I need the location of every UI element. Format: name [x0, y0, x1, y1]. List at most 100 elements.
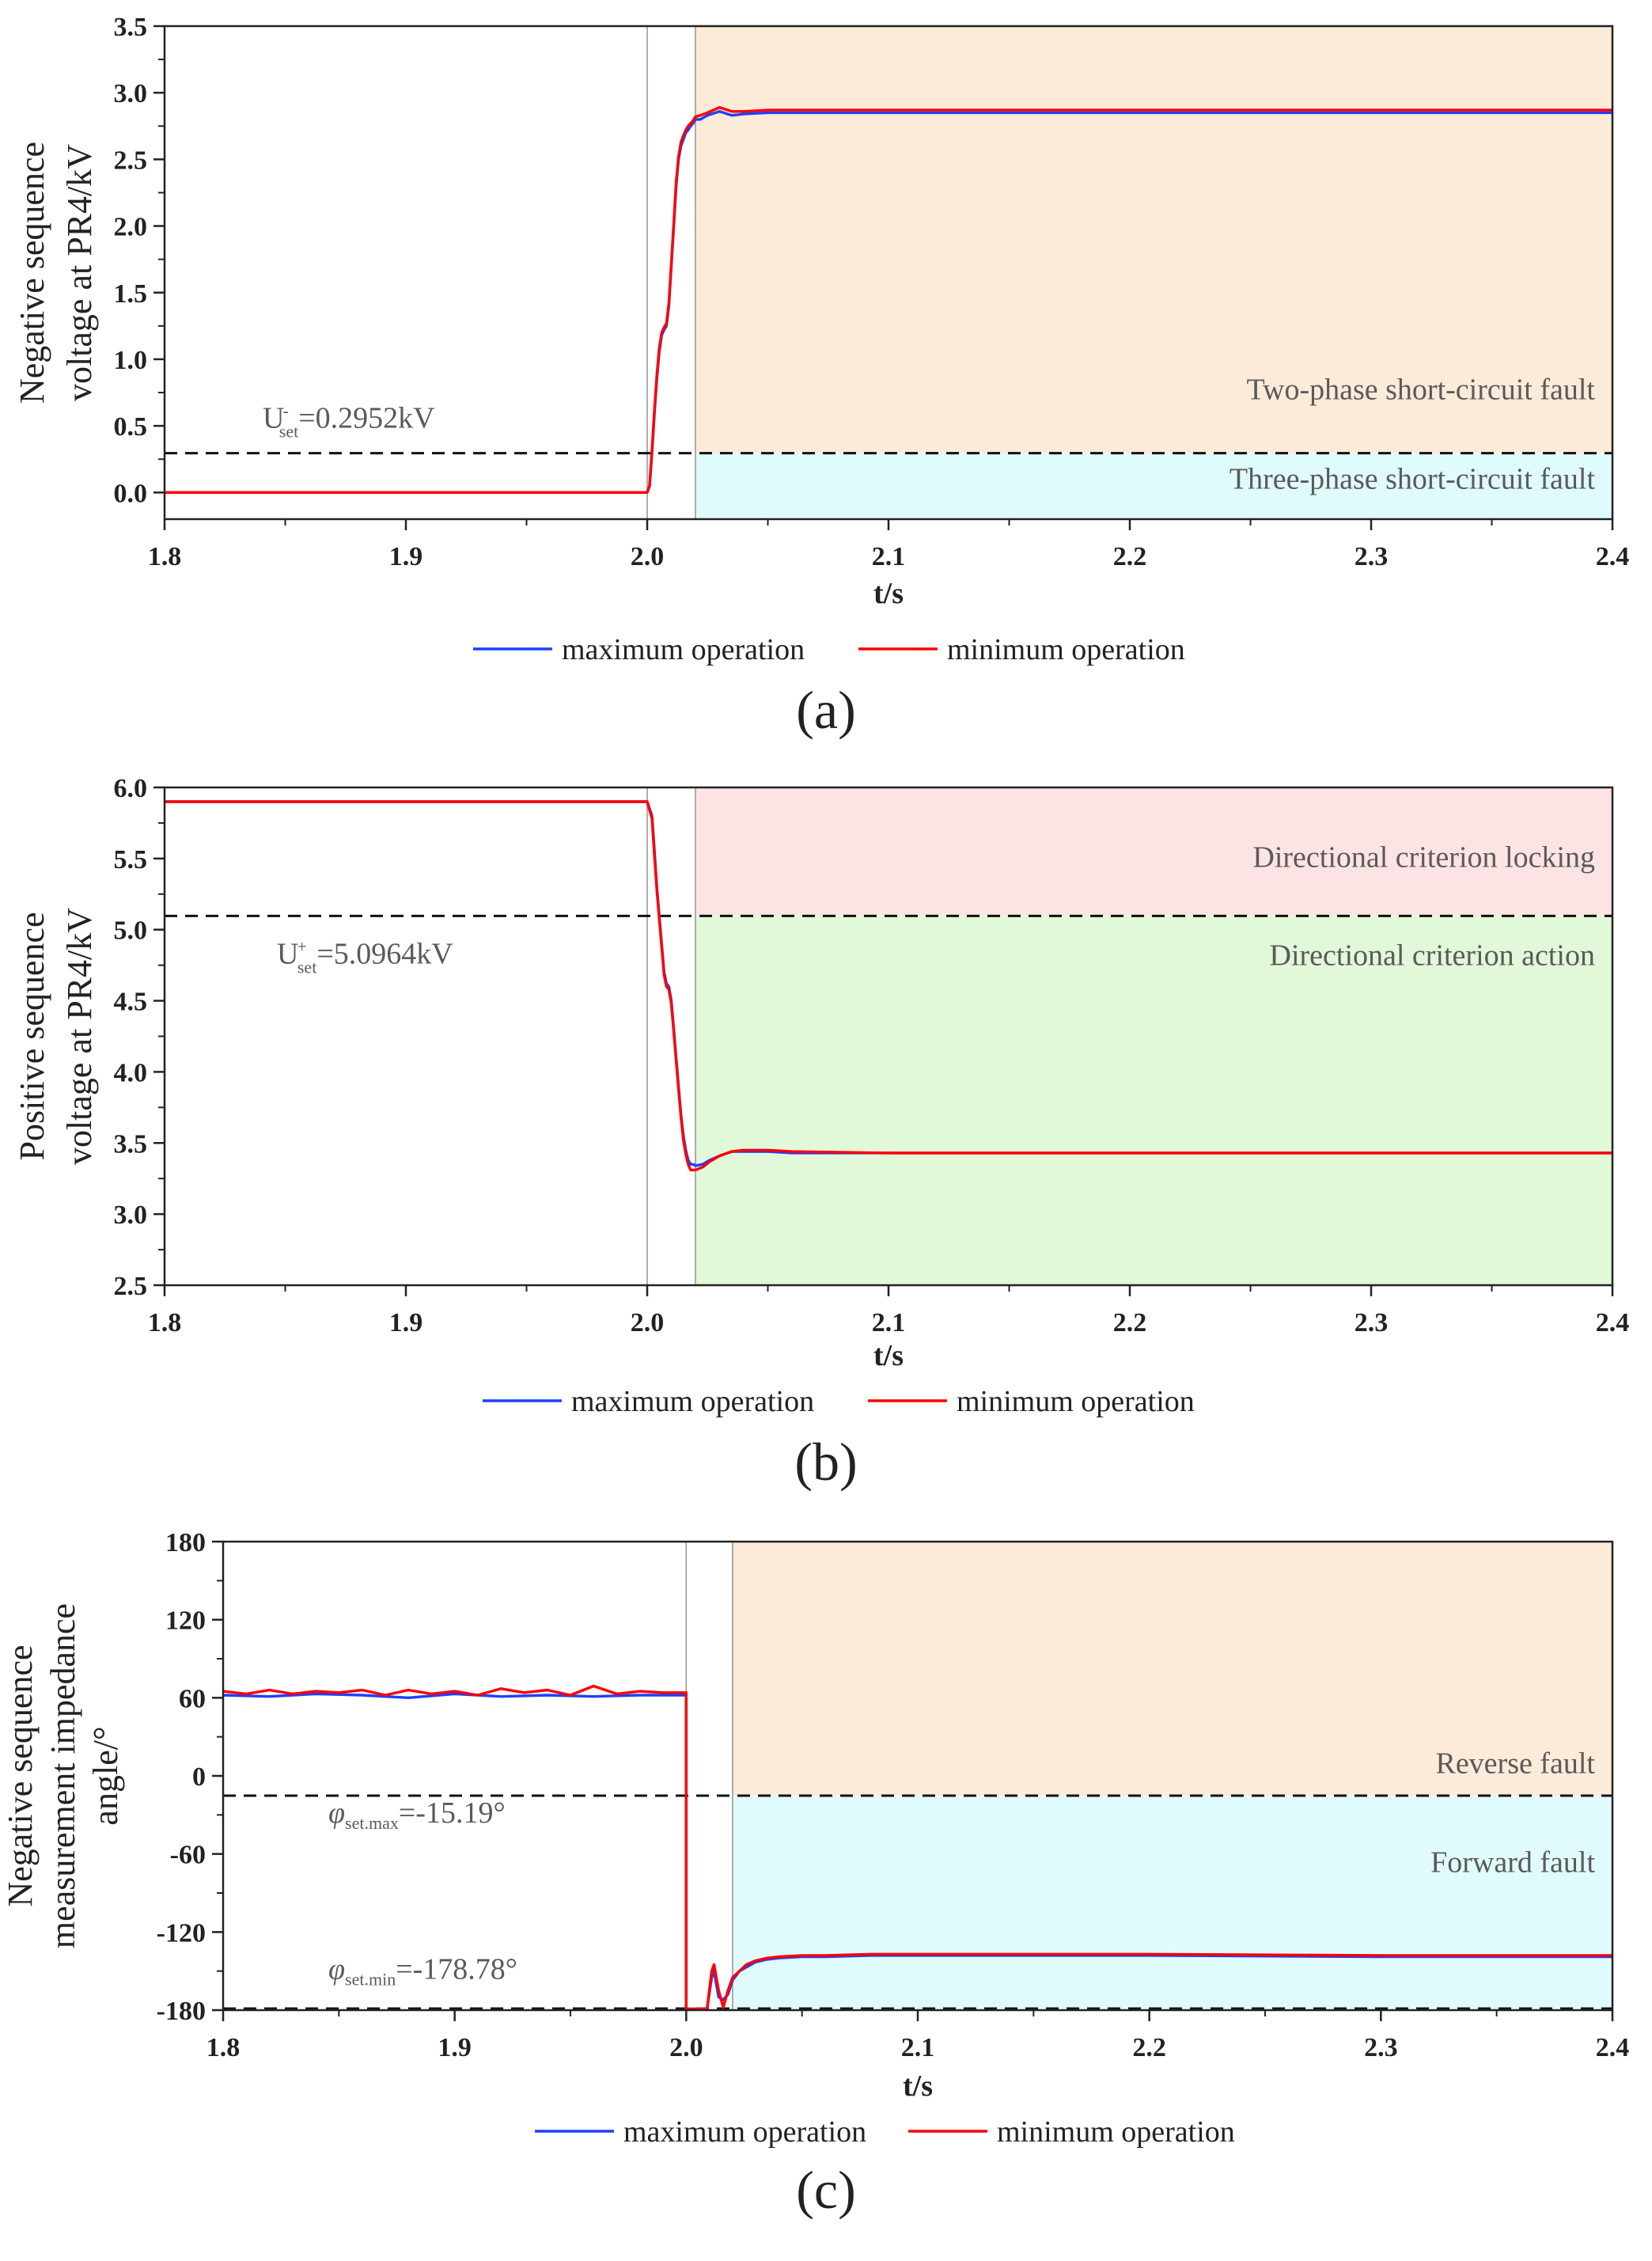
y-tick-label: -120	[157, 1918, 206, 1948]
x-tick-label: 2.3	[1355, 1308, 1389, 1337]
legend-label-min: minimum operation	[997, 2115, 1235, 2149]
region-2	[732, 1795, 1612, 2009]
y-axis-title-line-2: voltage at PR4/kV	[60, 908, 99, 1165]
x-tick-label: 2.2	[1132, 2033, 1166, 2062]
y-tick-label: 4.5	[114, 988, 148, 1017]
y-tick-label: 180	[165, 1528, 206, 1557]
y-tick-label: -60	[170, 1841, 206, 1870]
panel-label-b: (b)	[794, 1432, 857, 1492]
threshold-label-sub: set	[297, 957, 316, 977]
threshold-label-2: φset.min=-178.78°	[328, 1953, 517, 1990]
region-2	[695, 453, 1612, 519]
x-tick-label: 2.4	[1596, 1308, 1630, 1337]
x-tick-label: 1.9	[389, 1308, 423, 1337]
x-tick-label: 2.2	[1113, 542, 1147, 571]
threshold-label-sub: set	[279, 422, 298, 442]
threshold-label-symbol: φ	[328, 1796, 345, 1830]
threshold-label-symbol: U	[263, 402, 284, 435]
legend-label-max: maximum operation	[571, 1385, 814, 1418]
series-min-operation	[165, 800, 1612, 1172]
x-tick-label: 1.9	[438, 2033, 472, 2062]
threshold-label-sub: set.max	[345, 1813, 399, 1833]
panel-a: Two-phase short-circuit fault Three-phase…	[13, 13, 1629, 740]
panel-b: Directional criterion locking Directional…	[13, 774, 1629, 1492]
y-tick-label: -180	[157, 1997, 206, 2026]
threshold-label-value: =0.2952kV	[298, 402, 435, 435]
region-label-1: Directional criterion locking	[1252, 841, 1595, 874]
y-tick-label: 120	[165, 1607, 206, 1636]
legend-label-max: maximum operation	[562, 633, 805, 666]
region-label-2: Forward fault	[1430, 1846, 1595, 1880]
x-axis-title: t/s	[903, 2069, 933, 2103]
threshold-label-value: =-15.19°	[399, 1796, 506, 1830]
x-tick-label: 1.8	[148, 542, 182, 571]
y-tick-label: 3.5	[114, 13, 148, 42]
y-tick-label: 3.0	[114, 79, 148, 108]
x-tick-label: 2.0	[669, 2033, 703, 2062]
region-label-2: Directional criterion action	[1270, 939, 1596, 973]
x-tick-label: 1.8	[206, 2033, 241, 2062]
x-tick-label: 2.1	[872, 1308, 906, 1337]
legend-label-min: minimum operation	[957, 1385, 1195, 1418]
y-axis-title-line-2: measurement impedance	[44, 1603, 82, 1948]
y-tick-label: 4.0	[114, 1058, 148, 1087]
y-tick-label: 0.5	[114, 412, 148, 442]
y-tick-label: 6.0	[114, 774, 148, 803]
threshold-label-value: =-178.78°	[396, 1953, 517, 1986]
y-tick-label: 2.0	[114, 213, 148, 242]
y-tick-label: 1.5	[114, 279, 148, 309]
y-tick-label: 3.5	[114, 1129, 148, 1159]
region-2	[695, 916, 1612, 1285]
y-tick-label: 1.0	[114, 346, 148, 375]
threshold-label-1: φset.max=-15.19°	[328, 1796, 506, 1833]
legend-label-min: minimum operation	[947, 633, 1185, 666]
region-1	[732, 1542, 1612, 1796]
y-axis-title-line-1: Positive sequence	[13, 912, 51, 1160]
x-tick-label: 2.3	[1355, 542, 1389, 571]
threshold-label-value: =5.0964kV	[316, 937, 453, 970]
threshold-label-symbol: φ	[328, 1953, 345, 1986]
y-tick-label: 5.0	[114, 916, 148, 946]
threshold-label-1: U-set=0.2952kV	[263, 401, 435, 442]
panel-label-a: (a)	[796, 680, 855, 740]
threshold-label-1: U+ set=5.0964kV	[277, 936, 453, 977]
y-axis-title-line-1: Negative sequence	[13, 142, 51, 404]
x-tick-label: 2.1	[901, 2033, 935, 2062]
series-min-operation	[222, 1684, 1612, 2011]
y-axis-title-line-3: angle/°	[86, 1726, 125, 1825]
x-tick-label: 1.8	[148, 1308, 182, 1337]
region-label-2: Three-phase short-circuit fault	[1230, 462, 1596, 495]
x-tick-label: 2.1	[872, 542, 906, 571]
region-1	[695, 787, 1612, 916]
x-tick-label: 2.4	[1596, 2033, 1630, 2062]
y-tick-label: 0	[192, 1762, 206, 1792]
y-tick-label: 3.0	[114, 1201, 148, 1230]
series-min-operation	[165, 105, 1612, 494]
legend-label-max: maximum operation	[623, 2115, 866, 2149]
x-tick-label: 2.2	[1113, 1308, 1147, 1337]
x-axis-title: t/s	[873, 577, 904, 610]
y-tick-label: 0.0	[114, 479, 148, 508]
y-axis-title-line-1: Negative sequence	[1, 1645, 40, 1906]
y-tick-label: 60	[179, 1684, 206, 1713]
y-axis-title-line-2: voltage at PR4/kV	[60, 144, 99, 401]
threshold-label-sub: set.min	[345, 1970, 396, 1990]
y-tick-label: 2.5	[114, 1272, 148, 1301]
region-label-1: Two-phase short-circuit fault	[1246, 373, 1595, 406]
threshold-label-sup: -	[282, 401, 288, 421]
region-1	[695, 26, 1612, 453]
x-tick-label: 1.9	[389, 542, 423, 571]
y-tick-label: 2.5	[114, 146, 148, 175]
x-tick-label: 2.0	[631, 1308, 665, 1337]
x-tick-label: 2.4	[1596, 542, 1630, 571]
threshold-label-sup: +	[297, 936, 306, 956]
threshold-label-symbol: U	[277, 937, 298, 970]
panel-label-c: (c)	[796, 2160, 855, 2220]
x-axis-title: t/s	[873, 1339, 904, 1372]
x-tick-label: 2.0	[631, 542, 665, 571]
x-tick-label: 2.3	[1364, 2033, 1398, 2062]
region-label-1: Reverse fault	[1435, 1747, 1595, 1781]
y-tick-label: 5.5	[114, 845, 148, 874]
